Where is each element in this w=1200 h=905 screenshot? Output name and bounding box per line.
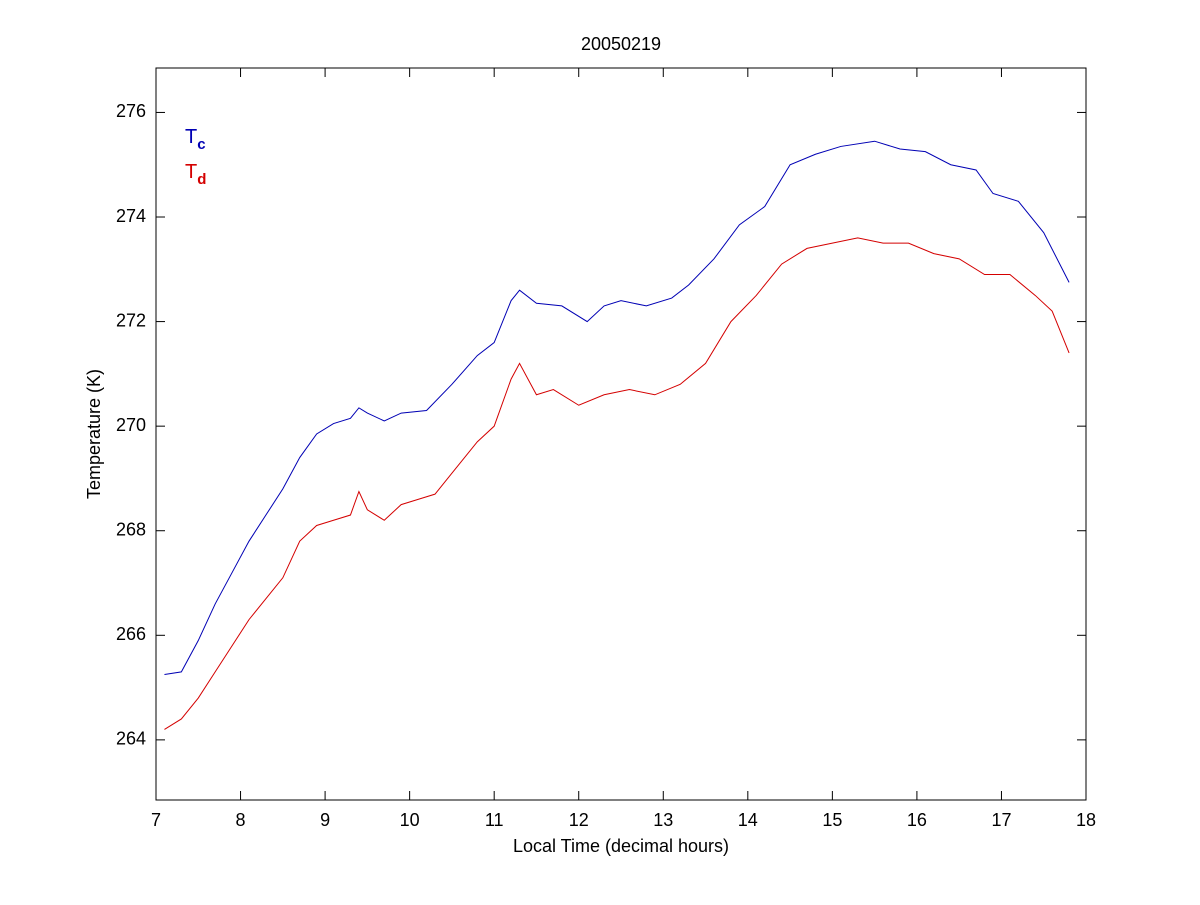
x-tick-label: 10 — [400, 810, 420, 830]
x-axis-label: Local Time (decimal hours) — [513, 836, 729, 856]
y-tick-label: 270 — [116, 415, 146, 435]
y-tick-label: 272 — [116, 310, 146, 330]
y-tick-label: 274 — [116, 206, 146, 226]
x-tick-label: 13 — [653, 810, 673, 830]
x-tick-label: 14 — [738, 810, 758, 830]
x-tick-label: 15 — [822, 810, 842, 830]
y-tick-label: 264 — [116, 729, 146, 749]
x-tick-label: 18 — [1076, 810, 1096, 830]
x-tick-label: 8 — [236, 810, 246, 830]
plot-area — [155, 67, 1087, 801]
data-line — [164, 237, 1070, 730]
legend-entry: Tc — [185, 126, 206, 153]
y-axis-label: Temperature (K) — [84, 369, 104, 499]
y-tick-label: 266 — [116, 624, 146, 644]
x-tick-label: 12 — [569, 810, 589, 830]
x-tick-label: 9 — [320, 810, 330, 830]
legend-entry: Td — [185, 161, 206, 188]
x-tick-label: 16 — [907, 810, 927, 830]
data-line — [164, 140, 1070, 676]
y-tick-label: 276 — [116, 101, 146, 121]
chart-title: 20050219 — [581, 34, 661, 54]
x-tick-label: 17 — [991, 810, 1011, 830]
x-tick-label: 11 — [485, 810, 504, 830]
x-tick-label: 7 — [151, 810, 161, 830]
y-tick-label: 268 — [116, 519, 146, 539]
